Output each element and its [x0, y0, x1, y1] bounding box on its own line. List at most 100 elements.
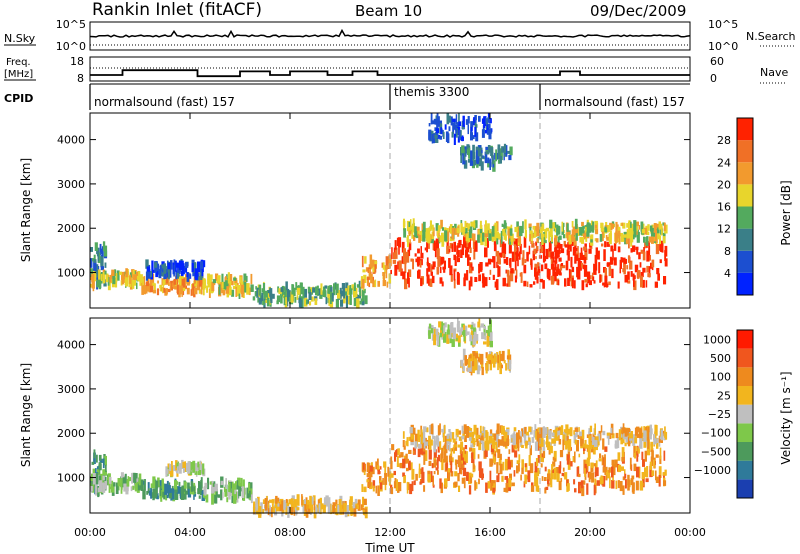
data-cell-region-7: [539, 278, 544, 283]
data-cell-region-7: [584, 278, 588, 283]
data-cell-region-2: [200, 479, 203, 492]
data-cell-region-8: [595, 238, 599, 243]
data-cell-region-8: [625, 431, 629, 443]
data-cell-region-6: [379, 476, 382, 484]
data-cell-region-5: [287, 506, 290, 518]
data-cell-region-2: [162, 280, 165, 289]
data-cell-region-6: [365, 267, 369, 272]
data-cell-region-8: [557, 430, 561, 436]
cpid-label: CPID: [4, 92, 33, 105]
data-cell-region-10: [430, 113, 433, 125]
data-cell-region-1: [90, 476, 94, 481]
data-cell-region-4: [232, 481, 234, 492]
data-cell-region-7: [439, 277, 443, 284]
data-cell-region-7: [462, 449, 465, 458]
data-cell-region-7: [499, 463, 503, 475]
data-cell-region-8: [432, 225, 434, 232]
data-cell-region-7: [504, 243, 507, 255]
data-cell-region-7: [437, 256, 441, 267]
data-cell-region-9: [485, 352, 488, 359]
data-cell-region-7: [563, 473, 566, 478]
data-cell-region-7: [458, 240, 461, 248]
data-cell-region-7: [493, 456, 496, 464]
data-cell-region-7: [593, 463, 596, 467]
data-cell-region-7: [557, 280, 560, 286]
data-cell-region-7: [554, 248, 558, 259]
data-cell-region-7: [639, 480, 644, 491]
data-cell-region-5: [301, 494, 303, 506]
data-cell-region-8: [484, 226, 488, 234]
data-cell-region-7: [403, 476, 406, 484]
data-cell-region-8: [559, 426, 563, 435]
data-cell-region-1: [104, 270, 107, 275]
data-cell-region-7: [489, 470, 492, 483]
data-cell-region-7: [474, 278, 478, 282]
data-cell-region-3: [150, 270, 152, 278]
data-cell-region-8: [627, 427, 631, 436]
data-cell-region-9: [503, 143, 507, 154]
data-cell-region-7: [663, 276, 667, 285]
data-cell-region-7: [576, 266, 580, 278]
data-cell-region-6: [366, 473, 371, 478]
data-cell-region-8: [480, 435, 484, 443]
data-cell-region-7: [564, 244, 568, 248]
data-cell-region-6: [380, 482, 383, 490]
data-cell-region-7: [603, 284, 606, 288]
data-cell-region-8: [408, 221, 411, 227]
data-cell-region-8: [524, 426, 527, 434]
data-cell-region-7: [635, 445, 637, 456]
data-cell-region-9: [487, 159, 490, 168]
data-cell-region-7: [471, 452, 475, 463]
data-cell-region-8: [621, 427, 623, 435]
data-cell-region-8: [606, 432, 611, 436]
data-cell-region-9: [509, 354, 512, 364]
data-cell-region-8: [566, 223, 569, 232]
data-cell-region-8: [615, 432, 619, 439]
data-cell-region-8: [423, 426, 427, 432]
data-cell-region-5: [265, 296, 268, 303]
data-cell-region-8: [421, 223, 424, 233]
data-cell-region-10: [446, 334, 450, 344]
data-cell-region-7: [559, 244, 563, 249]
data-cell-region-5: [293, 499, 297, 511]
data-cell-region-7: [398, 485, 400, 489]
data-cell-region-8: [484, 440, 487, 449]
data-cell-region-8: [556, 432, 559, 441]
data-cell-region-8: [483, 426, 486, 438]
data-cell-region-5: [354, 498, 358, 504]
data-cell-region-10: [434, 127, 437, 131]
data-cell-region-8: [414, 433, 418, 442]
data-cell-region-8: [590, 239, 593, 243]
data-cell-region-5: [327, 285, 330, 294]
data-cell-region-8: [464, 220, 467, 232]
data-cell-region-7: [640, 275, 643, 288]
data-cell-region-8: [509, 228, 513, 236]
data-cell-region-7: [590, 462, 594, 468]
data-cell-region-7: [540, 246, 544, 253]
data-cell-region-7: [650, 456, 654, 466]
station-title: Rankin Inlet (fitACF): [92, 0, 262, 20]
data-cell-region-7: [650, 262, 652, 269]
data-cell-region-8: [604, 226, 608, 233]
data-cell-region-8: [572, 226, 576, 236]
data-cell-region-5: [313, 500, 316, 510]
data-cell-region-1: [91, 278, 94, 289]
data-cell-region-7: [594, 254, 597, 264]
data-cell-region-8: [542, 439, 545, 452]
data-cell-region-5: [325, 495, 329, 507]
data-cell-region-10: [455, 114, 458, 125]
data-cell-region-7: [426, 242, 428, 253]
data-cell-region-7: [417, 448, 421, 458]
data-cell-region-7: [540, 463, 543, 468]
data-cell-region-8: [428, 435, 431, 445]
data-cell-region-8: [402, 431, 405, 439]
data-cell-region-1: [115, 482, 119, 494]
data-cell-region-5: [257, 508, 260, 516]
data-cell-region-9: [461, 145, 465, 153]
data-cell-region-8: [430, 439, 433, 446]
data-cell-region-8: [554, 429, 558, 440]
data-cell-region-8: [446, 230, 450, 242]
data-cell-region-8: [551, 222, 555, 229]
data-cell-region-0: [97, 468, 100, 476]
